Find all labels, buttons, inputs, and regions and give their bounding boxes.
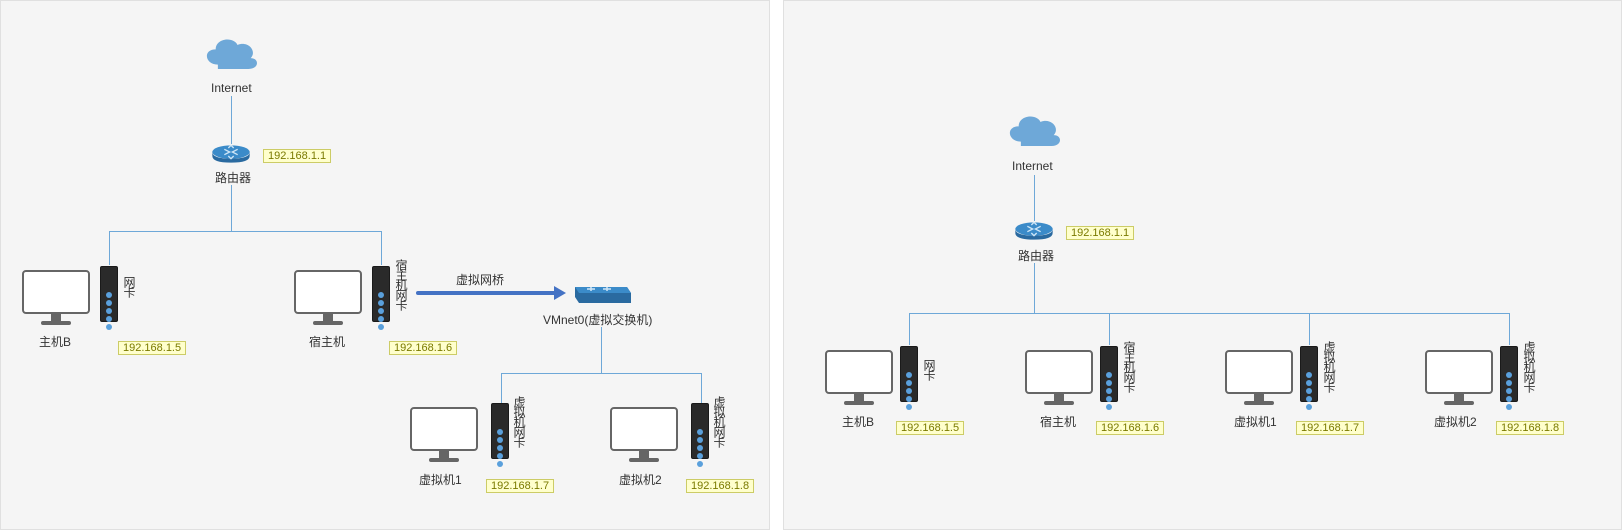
connector-line <box>109 231 381 232</box>
nic-label: 虚拟机网卡 <box>511 396 528 446</box>
internet-label: Internet <box>1012 159 1053 173</box>
monitor-icon <box>1224 349 1294 407</box>
vm1-label: 虚拟机1 <box>419 471 462 488</box>
nic-icon <box>100 266 118 322</box>
vm2-label: 虚拟机2 <box>1434 413 1477 430</box>
connector-line <box>701 373 702 403</box>
monitor-icon <box>1424 349 1494 407</box>
connector-line <box>1509 313 1510 345</box>
nic-label: 宿主机网卡 <box>393 259 410 309</box>
nic-label: 网卡 <box>121 276 138 296</box>
router-label: 路由器 <box>215 169 251 186</box>
hostb-ip: 192.168.1.5 <box>896 421 964 435</box>
connector-line <box>1034 263 1035 313</box>
monitor-icon <box>1024 349 1094 407</box>
connector-line <box>909 313 910 345</box>
router-icon <box>1013 221 1055 241</box>
connector-line <box>231 96 232 144</box>
diagram-right-panel: Internet 192.168.1.1 路由器 网卡 主机B 192.168.… <box>783 0 1622 530</box>
connector-line <box>1309 313 1310 345</box>
nic-label: 虚拟机网卡 <box>1521 341 1538 391</box>
host-ip: 192.168.1.6 <box>389 341 457 355</box>
nic-icon <box>1300 346 1318 402</box>
router-label: 路由器 <box>1018 247 1054 264</box>
connector-line <box>1109 313 1110 345</box>
vm1-ip: 192.168.1.7 <box>1296 421 1364 435</box>
monitor-icon <box>609 406 679 464</box>
nic-icon <box>1500 346 1518 402</box>
nic-label: 宿主机网卡 <box>1121 341 1138 391</box>
monitor-icon <box>824 349 894 407</box>
connector-line <box>501 373 502 403</box>
connector-line <box>909 313 1509 314</box>
nic-icon <box>491 403 509 459</box>
vm1-ip: 192.168.1.7 <box>486 479 554 493</box>
host-label: 宿主机 <box>309 333 345 350</box>
nic-icon <box>1100 346 1118 402</box>
nic-icon <box>372 266 390 322</box>
hostb-label: 主机B <box>39 333 71 350</box>
monitor-icon <box>409 406 479 464</box>
diagram-left-panel: Internet 192.168.1.1 路由器 网卡 主机B 192.168.… <box>0 0 770 530</box>
arrow-icon <box>416 291 556 295</box>
host-label: 宿主机 <box>1040 413 1076 430</box>
host-ip: 192.168.1.6 <box>1096 421 1164 435</box>
bridge-label: 虚拟网桥 <box>456 271 504 288</box>
cloud-icon <box>999 106 1069 151</box>
vm2-ip: 192.168.1.8 <box>686 479 754 493</box>
connector-line <box>501 373 701 374</box>
nic-label: 网卡 <box>921 359 938 379</box>
vm2-label: 虚拟机2 <box>619 471 662 488</box>
internet-label: Internet <box>211 81 252 95</box>
nic-icon <box>691 403 709 459</box>
router-ip: 192.168.1.1 <box>1066 226 1134 240</box>
router-icon <box>210 144 252 164</box>
switch-icon <box>571 281 631 305</box>
vswitch-label: VMnet0(虚拟交换机) <box>543 311 652 328</box>
connector-line <box>1034 175 1035 221</box>
vm1-label: 虚拟机1 <box>1234 413 1277 430</box>
hostb-ip: 192.168.1.5 <box>118 341 186 355</box>
monitor-icon <box>293 269 363 327</box>
monitor-icon <box>21 269 91 327</box>
connector-line <box>109 231 110 265</box>
router-ip: 192.168.1.1 <box>263 149 331 163</box>
cloud-icon <box>196 29 266 74</box>
hostb-label: 主机B <box>842 413 874 430</box>
nic-label: 虚拟机网卡 <box>711 396 728 446</box>
nic-icon <box>900 346 918 402</box>
connector-line <box>601 327 602 373</box>
connector-line <box>231 185 232 231</box>
connector-line <box>381 231 382 265</box>
nic-label: 虚拟机网卡 <box>1321 341 1338 391</box>
vm2-ip: 192.168.1.8 <box>1496 421 1564 435</box>
